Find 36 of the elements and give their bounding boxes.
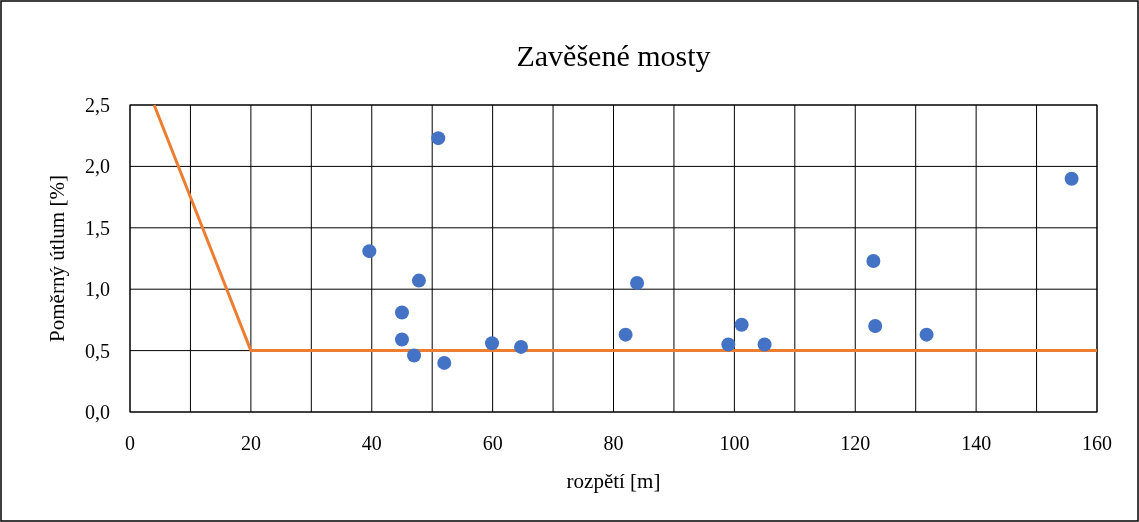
point <box>411 273 426 288</box>
y-tick-label: 2,5 <box>85 94 110 116</box>
point <box>919 327 934 342</box>
point <box>618 327 633 342</box>
chart-title: Zavěšené mosty <box>516 39 711 72</box>
y-tick-label: 0,0 <box>85 401 110 423</box>
point <box>866 253 881 268</box>
x-tick-label: 20 <box>240 432 261 454</box>
point <box>868 319 883 334</box>
y-tick-label: 0,5 <box>85 339 110 362</box>
point <box>485 336 500 351</box>
x-tick-label: 160 <box>1082 432 1112 454</box>
x-tick-label: 140 <box>961 432 992 454</box>
point <box>734 317 749 332</box>
point <box>1064 171 1079 186</box>
x-tick-label: 40 <box>361 432 382 454</box>
x-tick-label: 0 <box>125 432 135 454</box>
point <box>394 305 409 320</box>
x-tick-label: 120 <box>840 432 871 454</box>
y-tick-label: 1,0 <box>85 278 110 301</box>
x-tick-label: 60 <box>482 432 503 454</box>
y-tick-label: 1,5 <box>85 216 110 239</box>
point <box>394 332 409 347</box>
point <box>362 244 377 259</box>
x-tick-label: 100 <box>719 432 750 454</box>
x-axis-title: rozpětí [m] <box>566 469 661 493</box>
point <box>514 339 529 354</box>
point <box>431 131 446 146</box>
y-tick-label: 2,0 <box>85 155 110 178</box>
y-axis-title: Poměrný útlum [%] <box>45 175 69 342</box>
point <box>630 276 645 291</box>
point <box>721 337 736 352</box>
point <box>757 337 772 352</box>
x-tick-label: 80 <box>603 432 624 454</box>
point <box>437 355 452 370</box>
point <box>407 348 422 363</box>
